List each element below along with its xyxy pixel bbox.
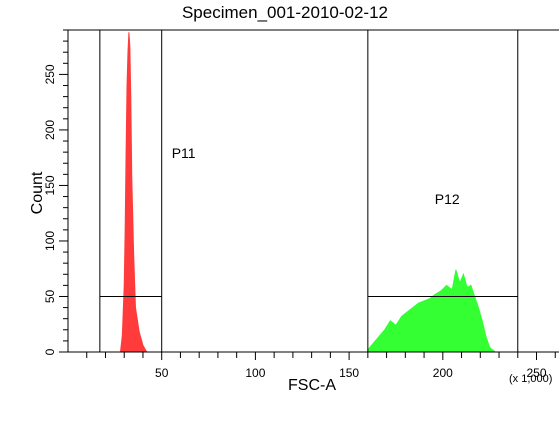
x-axis-multiplier: (x 1,000): [509, 373, 552, 385]
series-0-area: [119, 32, 148, 353]
y-tick-label-250: 250: [43, 64, 57, 84]
x-tick-label-250: 250: [526, 366, 546, 380]
y-tick-label-150: 150: [43, 175, 57, 195]
series-1-area: [367, 269, 497, 353]
y-tick-label-100: 100: [43, 231, 57, 251]
gate-label-p12: P12: [435, 191, 460, 207]
y-axis-label: Count: [29, 171, 46, 214]
y-tick-label-200: 200: [43, 120, 57, 140]
chart-title: Specimen_001-2010-02-12: [182, 3, 388, 22]
x-tick-label-150: 150: [339, 366, 359, 380]
gate-label-p11: P11: [172, 145, 196, 161]
x-tick-label-50: 50: [155, 366, 169, 380]
y-tick-label-0: 0: [43, 348, 57, 355]
x-tick-label-100: 100: [245, 366, 265, 380]
x-tick-label-200: 200: [433, 366, 453, 380]
x-axis-label: FSC-A: [288, 377, 336, 394]
y-tick-label-50: 50: [43, 289, 57, 303]
